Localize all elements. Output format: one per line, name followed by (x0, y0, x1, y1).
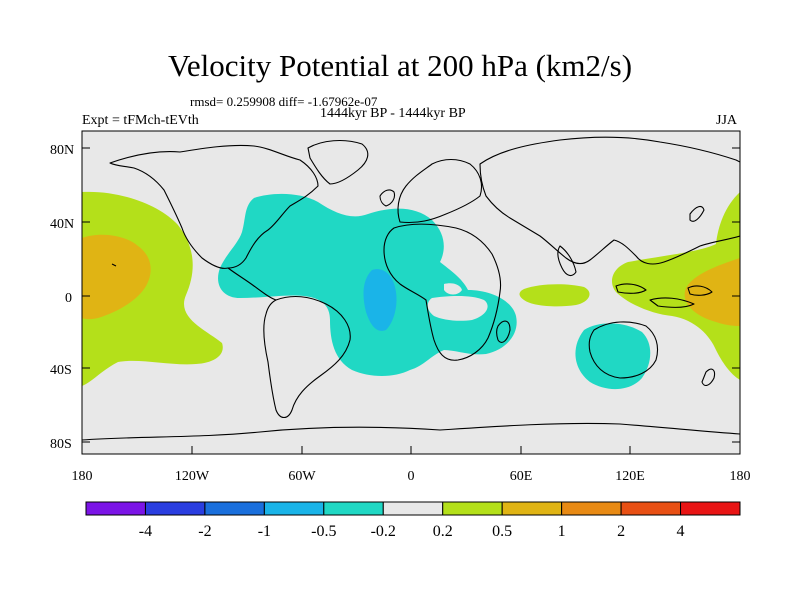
negative-anomaly-atlantic-core (363, 269, 397, 331)
colorbar-label: 1 (558, 523, 566, 540)
colorbar-box (620, 501, 682, 516)
colorbar-box (204, 501, 265, 516)
period-text: 1444kyr BP - 1444kyr BP (320, 106, 466, 121)
statistics-text: rmsd= 0.259908 diff= -1.67962e-07 (190, 94, 378, 109)
colorbar-box (501, 501, 563, 516)
experiment-label: Expt = tFMch-tEVth (82, 113, 199, 128)
positive-anomaly-indian-ocean (519, 284, 590, 307)
lat-label-40s: 40S (50, 363, 72, 378)
colorbar-box (144, 501, 206, 516)
colorbar-label: -0.5 (311, 523, 336, 540)
colorbar-box (323, 501, 384, 516)
colorbar-box (85, 501, 146, 516)
lon-label-120e: 120E (615, 469, 645, 484)
lat-label-0: 0 (65, 291, 72, 306)
colorbar-label: -2 (198, 523, 211, 540)
coastlines (82, 136, 740, 441)
lon-label-0: 0 (408, 469, 415, 484)
lon-label-120w: 120W (175, 469, 210, 484)
colorbar-label: -4 (139, 523, 152, 540)
lon-label-60w: 60W (288, 469, 316, 484)
contour-field (82, 136, 740, 441)
colorbar-box (263, 501, 325, 516)
tick-marks (82, 147, 740, 454)
lon-label-180-west: 180 (72, 469, 93, 484)
colorbar-label: -0.2 (371, 523, 396, 540)
colorbar-box (680, 501, 741, 516)
positive-anomaly-pacific-east (612, 192, 740, 380)
neutral-hole-gulf-guinea (427, 296, 488, 321)
colorbar-box (382, 501, 444, 516)
colorbar-box (442, 501, 503, 516)
colorbar-label: 0.5 (492, 523, 512, 540)
lon-label-60e: 60E (510, 469, 533, 484)
season-label: JJA (716, 113, 738, 128)
colorbar-label: 4 (677, 523, 685, 540)
map-title: Velocity Potential at 200 hPa (km2/s) (167, 48, 633, 83)
colorbar-label: -1 (258, 523, 271, 540)
lat-label-80s: 80S (50, 437, 72, 452)
lon-label-180-east: 180 (730, 469, 751, 484)
negative-anomaly-australia (575, 323, 651, 390)
lat-label-40n: 40N (50, 217, 74, 232)
colorbar (85, 501, 741, 516)
colorbar-label: 2 (617, 523, 625, 540)
neutral-hole-north-atlantic (444, 283, 462, 295)
positive-anomaly-pacific-core (82, 234, 151, 320)
colorbar-label: 0.2 (433, 523, 453, 540)
lat-label-80n: 80N (50, 143, 74, 158)
colorbar-labels: -4 -2 -1 -0.5 -0.2 0.2 0.5 1 2 4 (139, 523, 685, 540)
colorbar-box (561, 501, 622, 516)
